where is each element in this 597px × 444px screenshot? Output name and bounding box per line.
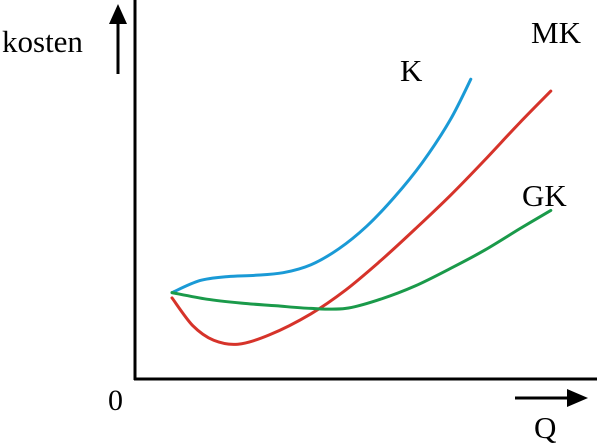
series-layer (170, 77, 553, 346)
series-line-gk (170, 208, 553, 311)
y-axis-label: kosten (2, 24, 83, 59)
series-label-k: K (400, 53, 423, 88)
x-label-arrow-head (567, 389, 588, 407)
x-axis-label-group: Q (515, 389, 588, 444)
y-label-arrow-head (109, 4, 127, 24)
x-axis-label: Q (534, 410, 556, 444)
series-line-k (170, 77, 473, 295)
series-line-mk (170, 89, 553, 346)
y-axis-label-group: kosten (2, 4, 127, 74)
plot-axes (133, 0, 597, 381)
series-labels: K MK GK (400, 15, 582, 213)
series-label-mk: MK (531, 15, 582, 50)
origin-label: 0 (108, 384, 123, 417)
series-label-gk: GK (522, 178, 567, 213)
